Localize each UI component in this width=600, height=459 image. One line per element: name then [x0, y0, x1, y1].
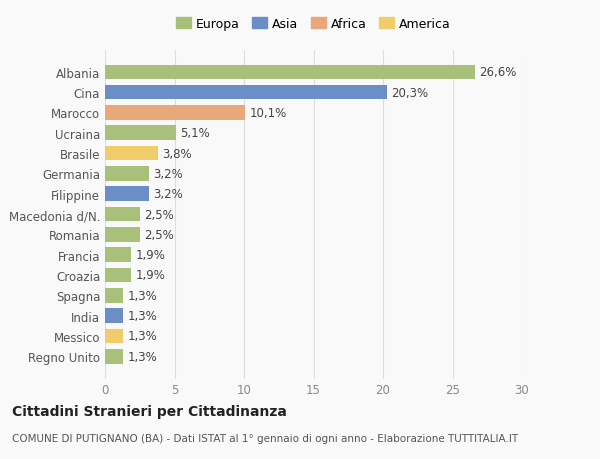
Bar [105, 349, 123, 364]
Text: 1,3%: 1,3% [127, 289, 157, 302]
Legend: Europa, Asia, Africa, America: Europa, Asia, Africa, America [172, 14, 455, 34]
Text: COMUNE DI PUTIGNANO (BA) - Dati ISTAT al 1° gennaio di ogni anno - Elaborazione : COMUNE DI PUTIGNANO (BA) - Dati ISTAT al… [12, 433, 518, 442]
Text: Cittadini Stranieri per Cittadinanza: Cittadini Stranieri per Cittadinanza [12, 404, 287, 419]
Bar [105, 65, 475, 80]
Bar [105, 248, 131, 263]
Bar [105, 207, 140, 222]
Text: 1,3%: 1,3% [127, 309, 157, 322]
Bar [105, 146, 158, 161]
Bar [105, 167, 149, 181]
Text: 3,2%: 3,2% [154, 188, 184, 201]
Text: 2,5%: 2,5% [144, 229, 173, 241]
Bar [105, 228, 140, 242]
Bar [105, 86, 387, 100]
Text: 3,2%: 3,2% [154, 168, 184, 180]
Text: 10,1%: 10,1% [250, 107, 287, 120]
Text: 20,3%: 20,3% [391, 86, 428, 100]
Text: 1,3%: 1,3% [127, 330, 157, 343]
Bar [105, 268, 131, 283]
Bar [105, 308, 123, 323]
Text: 3,8%: 3,8% [162, 147, 191, 160]
Text: 1,9%: 1,9% [136, 269, 166, 282]
Text: 5,1%: 5,1% [180, 127, 210, 140]
Text: 1,3%: 1,3% [127, 350, 157, 363]
Bar [105, 126, 176, 141]
Text: 2,5%: 2,5% [144, 208, 173, 221]
Bar [105, 187, 149, 202]
Bar [105, 106, 245, 121]
Bar [105, 288, 123, 303]
Text: 26,6%: 26,6% [479, 66, 516, 79]
Text: 1,9%: 1,9% [136, 249, 166, 262]
Bar [105, 329, 123, 343]
